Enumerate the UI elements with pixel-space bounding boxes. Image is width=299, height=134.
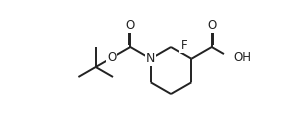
Text: O: O xyxy=(126,19,135,32)
Text: O: O xyxy=(207,19,216,32)
Text: OH: OH xyxy=(233,51,251,64)
Text: N: N xyxy=(146,52,155,65)
Text: F: F xyxy=(180,39,187,52)
Text: O: O xyxy=(107,51,116,64)
